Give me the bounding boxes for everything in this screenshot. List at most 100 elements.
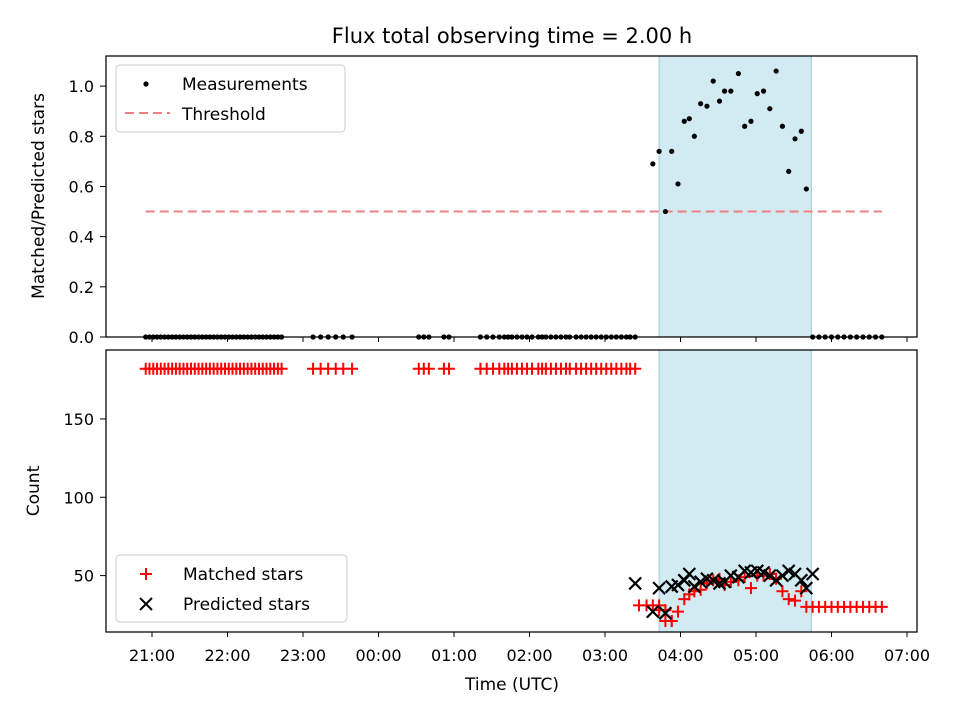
predicted-star-point <box>628 576 642 591</box>
y-tick-label: 0.6 <box>69 177 94 196</box>
x-tick-label: 00:00 <box>355 646 401 665</box>
x-tick-label: 23:00 <box>280 646 326 665</box>
x-tick-label: 02:00 <box>506 646 552 665</box>
top-legend-box <box>115 64 346 133</box>
measurement-point <box>754 91 760 97</box>
predicted-star-point <box>763 568 777 583</box>
measurement-point <box>735 70 741 77</box>
top-legend: Measurements Threshold <box>115 64 346 133</box>
legend-measurements-marker <box>143 81 149 87</box>
x-tick-label: 06:00 <box>808 646 854 665</box>
measurement-point <box>798 128 804 134</box>
predicted-star-point <box>775 568 790 583</box>
measurement-point <box>691 133 697 139</box>
measurement-point <box>710 78 716 84</box>
matched-star-point <box>744 582 757 595</box>
y-tick-label: 150 <box>63 410 94 429</box>
top-y-axis-ticks: 0.0 0.2 0.4 0.6 0.8 1.0 <box>69 77 106 347</box>
measurement-point <box>786 168 792 175</box>
measurement-point <box>742 123 748 129</box>
y-tick-label: 1.0 <box>69 77 94 96</box>
measurement-point <box>704 103 710 109</box>
x-tick-label: 22:00 <box>204 646 250 665</box>
predicted-stars-points <box>628 564 820 620</box>
observing-window-shade-top <box>658 55 812 338</box>
matched-star-point <box>671 605 684 618</box>
predicted-star-point <box>652 581 666 595</box>
matched-star-point <box>640 599 653 612</box>
measurement-point <box>675 181 681 187</box>
bottom-x-axis-ticks: 21:00 22:00 23:00 00:00 01:00 02:00 03:00 04:00… <box>129 632 930 665</box>
matched-star-point <box>275 362 288 375</box>
observing-window-shade-bottom <box>658 349 812 633</box>
x-tick-label: 04:00 <box>657 646 703 665</box>
matched-star-point <box>789 594 802 607</box>
predicted-star-point <box>769 573 783 588</box>
chart-title: Flux total observing time = 2.00 h <box>332 24 692 48</box>
measurement-point <box>792 136 798 142</box>
x-axis-label: Time (UTC) <box>464 675 559 695</box>
predicted-star-point <box>671 578 685 592</box>
bottom-axes-frame <box>105 349 918 633</box>
top-x-axis-ticks <box>151 337 908 342</box>
measurement-point <box>773 68 779 74</box>
matched-star-point <box>782 593 795 606</box>
y-tick-label: 100 <box>63 488 94 507</box>
bottom-y-axis-ticks: 50 100 150 <box>63 410 106 586</box>
legend-matched-marker <box>140 568 152 580</box>
matched-star-point <box>665 615 678 628</box>
measurement-point <box>681 118 687 124</box>
x-tick-label: 07:00 <box>884 646 930 665</box>
bottom-legend-box <box>115 554 348 623</box>
x-tick-label: 21:00 <box>129 646 175 665</box>
measurement-point <box>803 186 809 192</box>
x-tick-label: 01:00 <box>431 646 477 665</box>
y-tick-label: 0.4 <box>69 228 94 247</box>
measurement-point <box>779 123 786 129</box>
y-tick-label: 50 <box>74 567 94 586</box>
predicted-star-point <box>646 604 660 619</box>
measurement-point <box>748 118 754 124</box>
measurement-point <box>650 161 656 167</box>
bottom-y-axis-label: Count <box>24 465 44 516</box>
legend-matched-label: Matched stars <box>183 565 303 585</box>
measurement-point <box>656 148 662 154</box>
x-tick-label: 03:00 <box>582 646 628 665</box>
bottom-legend: Matched stars Predicted stars <box>115 554 348 623</box>
measurement-point <box>662 208 669 215</box>
top-axes-frame <box>105 55 918 338</box>
bottom-panel: 50 100 150 21:00 22:00 23:00 00:00 01:00 02:00 0… <box>24 349 930 695</box>
measurement-point <box>728 88 734 94</box>
measurement-point <box>686 116 692 122</box>
legend-measurements-label: Measurements <box>182 75 308 95</box>
matched-star-point <box>875 600 888 613</box>
matched-star-point <box>776 585 789 598</box>
top-panel: 0.0 0.2 0.4 0.6 0.8 1.0 Matched/Predicted sta… <box>29 55 918 347</box>
matched-stars-points <box>139 362 888 628</box>
predicted-star-point <box>682 567 697 581</box>
legend-threshold-label: Threshold <box>181 105 266 125</box>
y-tick-label: 0.0 <box>69 328 94 347</box>
matched-star-point <box>629 362 642 375</box>
matched-star-point <box>422 362 435 375</box>
measurement-point <box>716 98 723 104</box>
measurement-point <box>760 88 767 94</box>
predicted-star-point <box>658 606 673 620</box>
measurement-point <box>669 148 675 154</box>
y-tick-label: 0.8 <box>69 127 94 146</box>
measurement-point <box>721 88 728 94</box>
matched-star-point <box>346 362 359 375</box>
predicted-star-point <box>687 579 702 594</box>
matched-star-point <box>442 362 455 375</box>
legend-predicted-label: Predicted stars <box>183 595 310 615</box>
x-tick-label: 05:00 <box>733 646 779 665</box>
measurement-point <box>698 101 704 107</box>
predicted-star-point <box>805 567 820 581</box>
predicted-star-point <box>794 573 809 588</box>
matched-star-point <box>795 585 808 598</box>
matched-star-point <box>738 571 751 584</box>
y-tick-label: 0.2 <box>69 278 94 297</box>
predicted-star-point <box>799 581 814 595</box>
top-y-axis-label: Matched/Predicted stars <box>29 93 49 299</box>
